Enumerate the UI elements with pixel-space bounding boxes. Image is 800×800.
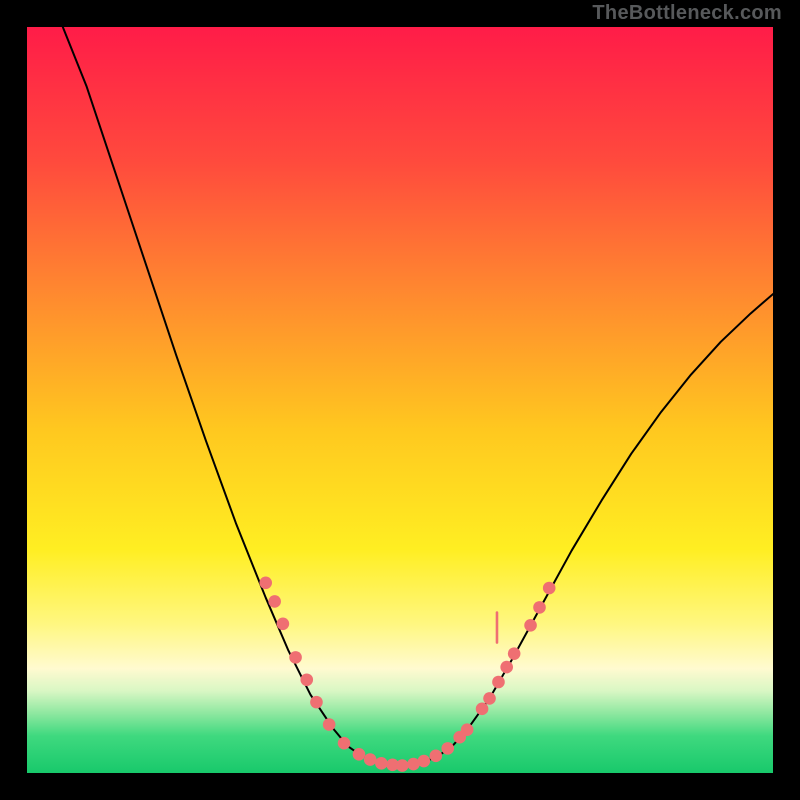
data-marker [353,748,366,761]
data-marker [418,755,431,768]
data-marker [461,723,474,736]
data-marker [310,696,323,709]
data-marker [476,703,489,716]
plot-area [27,27,773,773]
data-marker [543,582,556,595]
data-marker [364,753,377,766]
data-marker [277,618,290,631]
data-marker [375,757,388,770]
data-marker [289,651,302,664]
watermark-text: TheBottleneck.com [592,2,782,25]
data-marker [508,647,521,660]
data-marker [338,737,351,750]
data-marker [483,692,496,705]
data-marker [259,576,272,589]
chart-frame: TheBottleneck.com [0,0,800,800]
data-marker [524,619,537,632]
chart-svg [27,27,773,773]
data-marker [492,676,505,689]
data-marker [323,718,336,731]
data-marker [441,742,454,755]
data-marker [300,673,313,686]
gradient-background [27,27,773,773]
data-marker [500,661,513,674]
data-marker [430,750,443,763]
data-marker [533,601,546,614]
data-marker [268,595,281,608]
data-marker [396,759,409,772]
